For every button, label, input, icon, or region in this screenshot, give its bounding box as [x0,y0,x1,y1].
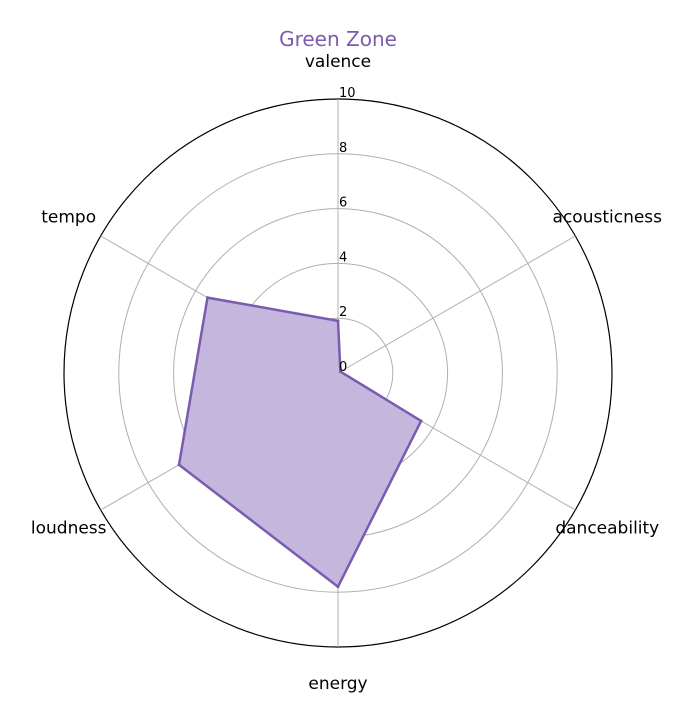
series-fill-0 [179,297,422,587]
axis-label-valence: valence [305,52,371,72]
chart-title: Green Zone [279,27,397,51]
data-point-tempo [205,296,209,300]
axis-label-energy: energy [308,674,367,694]
axis-label-danceability: danceability [555,519,659,539]
data-point-danceability [419,419,423,423]
data-point-energy [336,585,340,589]
rtick-label-2: 2 [339,305,347,320]
axis-labels: valence acousticness danceability energy lou… [31,52,662,694]
series-layer [177,296,423,589]
axis-label-acousticness: acousticness [553,208,663,228]
data-point-valence [336,319,340,323]
rtick-label-4: 4 [339,250,347,265]
rtick-label-0: 0 [339,360,347,375]
rtick-label-6: 6 [339,196,347,211]
data-point-loudness [177,463,181,467]
spoke-acousticness [337,235,576,374]
data-point-acousticness [338,370,342,374]
axis-label-loudness: loudness [31,519,107,539]
rtick-label-8: 8 [339,141,347,156]
rtick-label-10: 10 [339,86,356,101]
axis-label-tempo: tempo [41,208,96,228]
radial-tick-labels: 0 2 4 6 8 10 [339,86,356,375]
